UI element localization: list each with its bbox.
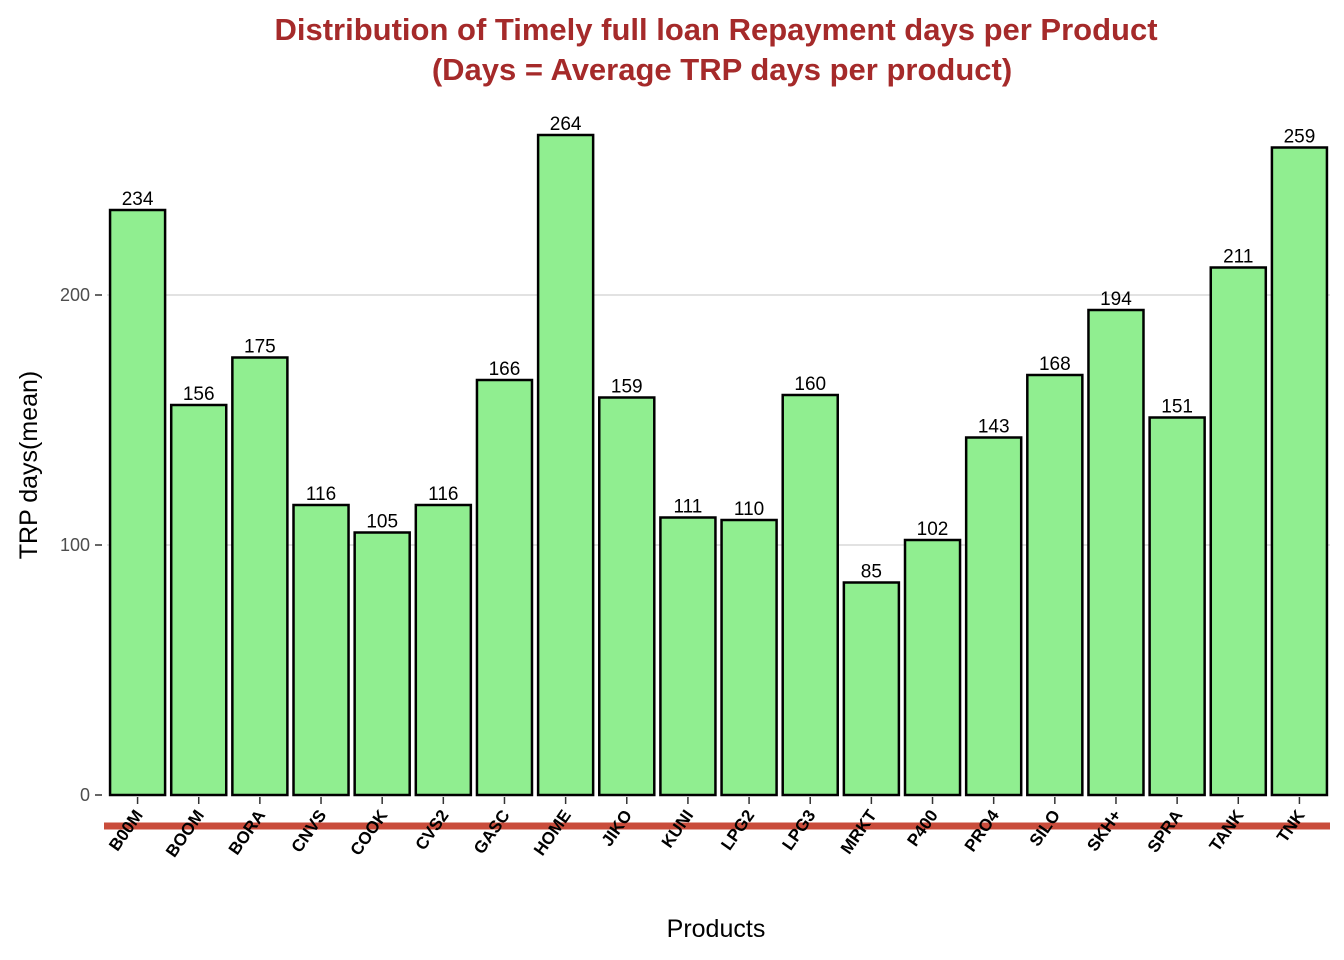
data-label: 116 [428,484,458,505]
bar-b00m [108,208,167,797]
data-label: 105 [366,512,398,533]
data-label: 151 [1161,397,1193,418]
chart-subtitle: (Days = Average TRP days per product) [432,52,1012,87]
bar-cook [353,531,411,797]
bar-cvs2 [414,503,473,797]
x-tick-label: GASC [470,806,514,857]
bar-tank [1209,266,1268,797]
x-tick-label: SPRA [1144,806,1187,856]
bar-bora [231,356,289,797]
x-tick-label: HOME [530,806,575,859]
data-label: 259 [1284,127,1316,148]
data-label: 110 [734,499,764,520]
bar-lpg2 [720,518,778,797]
data-label: 111 [673,497,702,518]
y-axis-title: TRP days(mean) [15,371,43,560]
x-tick-label: BOOM [162,806,208,860]
bar-cnvs [292,503,350,797]
bar-jiko [598,396,656,797]
data-labels: 234 156 175 116 105 116 166 264 159 111 110 160 85 10… [122,114,1316,583]
data-label: 156 [183,384,215,405]
bars [108,133,1329,797]
x-tick-label: CVS2 [412,806,453,853]
bar-pro4 [964,436,1023,797]
x-tick-label: PRO4 [961,806,1003,855]
bar-lpg3 [781,393,839,797]
x-tick-label: MRKT [837,806,881,858]
data-label: 211 [1223,247,1253,268]
x-tick-label: LPG3 [778,806,819,853]
data-label: 85 [861,562,882,583]
x-tick-label: LPG2 [717,806,758,853]
data-label: 102 [917,519,949,540]
x-tick-label: COOK [347,806,392,859]
bar-kuni [659,516,717,797]
chart-title: Distribution of Timely full loan Repayme… [274,12,1157,47]
data-label: 264 [550,114,582,135]
x-tick-label: BORA [225,806,269,858]
y-tick-label: 200 [60,285,90,305]
bar-boom [169,403,228,797]
data-label: 194 [1100,289,1132,310]
bar-mrkt [842,581,901,797]
data-label: 175 [244,337,276,358]
bar-gasc [475,378,534,797]
data-label: 160 [794,374,826,395]
x-tick-label: B00M [105,806,147,854]
data-label: 234 [122,189,154,210]
data-label: 166 [489,359,521,380]
data-label: 159 [611,377,643,398]
x-tick-label: TANK [1206,806,1248,855]
bar-spra [1148,416,1206,797]
data-label: 116 [306,484,336,505]
bar-skh [1087,308,1145,797]
y-tick-label: 0 [80,785,90,805]
x-tick-label: CNVS [288,806,331,856]
data-label: 168 [1039,354,1071,375]
bar-home [536,133,595,797]
y-tick-label: 100 [60,535,90,555]
bar-silo [1026,373,1084,797]
bar-tnk [1270,146,1329,797]
gridlines [107,294,1330,546]
data-label: 143 [978,417,1010,438]
bar-p400 [903,538,962,797]
x-tick-label: SKH+ [1083,806,1125,854]
x-axis-title: Products [667,915,766,943]
